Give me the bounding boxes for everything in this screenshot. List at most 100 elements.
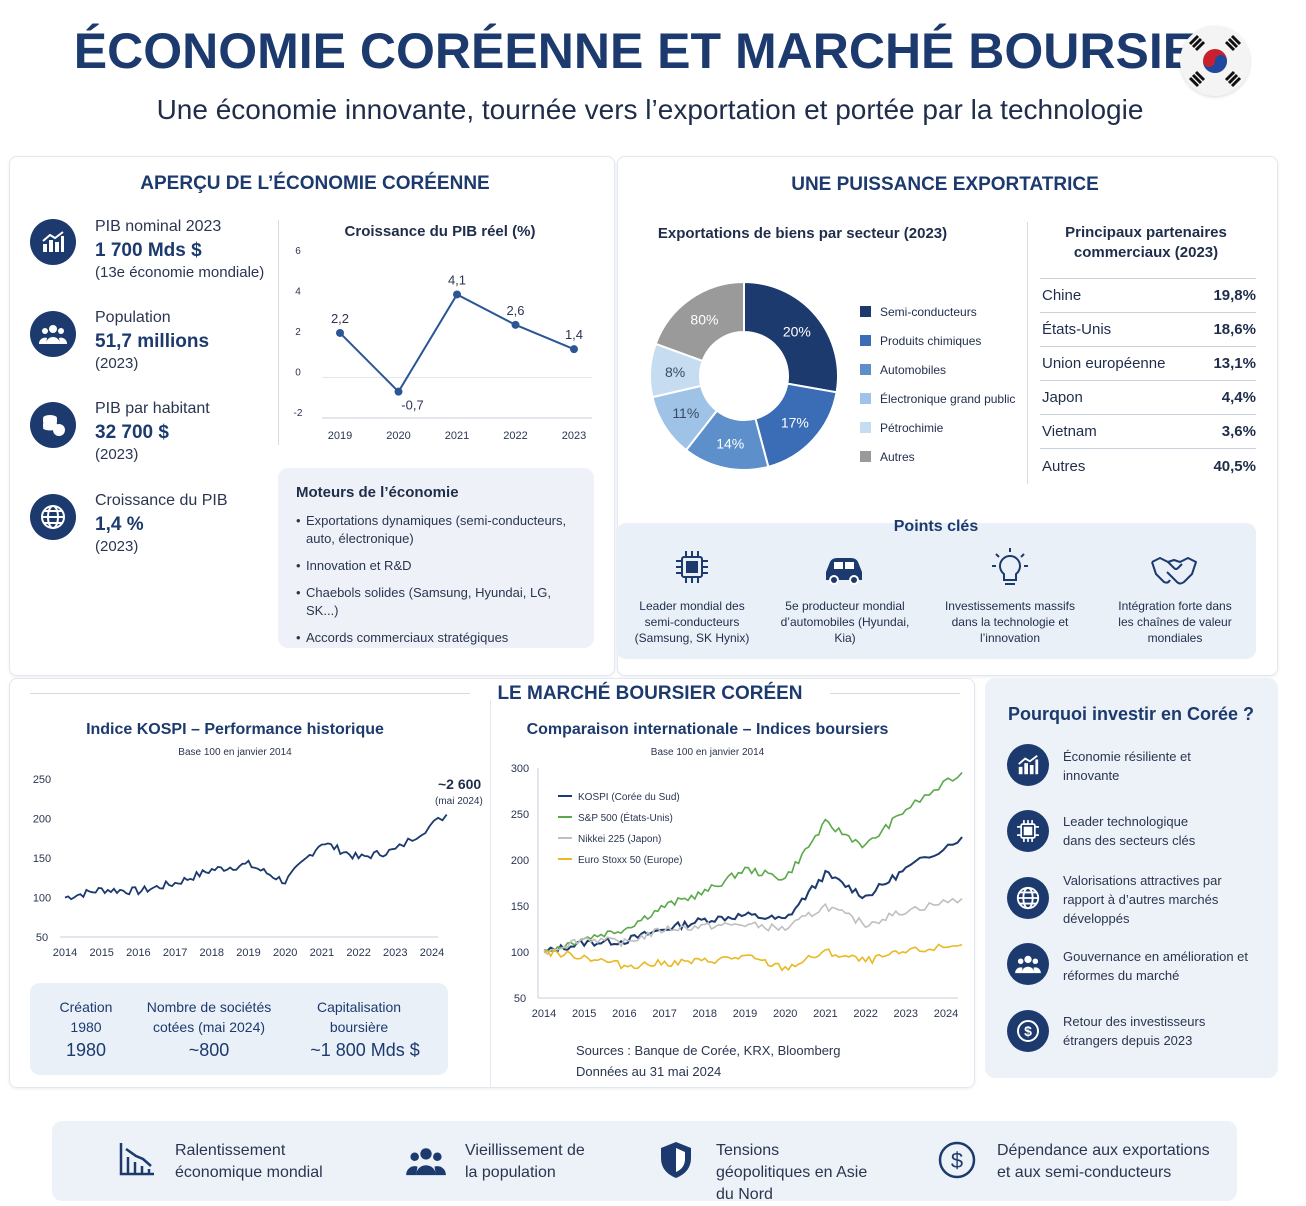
key-point-text: Leader mondial des semi-conducteurs (Sam… — [634, 599, 750, 645]
legend-item: Produits chimiques — [860, 326, 1020, 355]
y-tick-label: -2 — [294, 408, 303, 419]
partner-row: Union européenne 13,1% — [1040, 347, 1256, 381]
gdp-data-label: 1,4 — [565, 327, 583, 342]
legend-swatch — [860, 422, 871, 433]
x-tick-label: 2020 — [273, 947, 297, 959]
partner-name: Autres — [1042, 457, 1086, 475]
legend-swatch — [860, 306, 871, 317]
gdp-point — [336, 328, 344, 337]
date-note: Données au 31 mai 2024 — [576, 1064, 722, 1079]
x-tick-label: 2014 — [532, 1008, 556, 1020]
pie-slice-label: 14% — [716, 436, 744, 452]
x-tick-label: 2018 — [693, 1008, 717, 1020]
comparison-title: Comparaison internationale – Indices bou… — [526, 721, 889, 738]
x-tick-label: 2024 — [934, 1008, 958, 1020]
x-tick-label: 2021 — [445, 430, 469, 442]
why-invest-text: Leader technologique dans des secteurs c… — [1063, 814, 1196, 848]
comparison-series-line — [543, 772, 963, 952]
pie-slice-label: 11% — [672, 405, 699, 421]
partner-value: 19,8% — [1213, 287, 1256, 304]
stat-value-gdp: 1 700 Mds $ — [95, 240, 202, 261]
drivers-item: Innovation et R&D — [296, 557, 586, 575]
y-tick-label: 150 — [33, 853, 51, 865]
stat-value-population: 51,7 millions — [95, 331, 210, 352]
market-rule-right — [800, 693, 960, 694]
why-invest-text: Économie résiliente et innovante — [1063, 749, 1191, 783]
partner-name: Japon — [1042, 389, 1083, 406]
key-point-text: 5e producteur mondial d’automobiles (Hyu… — [780, 599, 910, 645]
gdp-point — [570, 345, 578, 354]
stat-label-gdp-growth: Croissance du PIB — [95, 492, 228, 509]
risk-text: Ralentissement économique mondial — [175, 1142, 323, 1181]
y-tick-label: 2 — [295, 327, 301, 338]
globe-icon — [30, 494, 76, 540]
partners-table: Chine 19,8% États-Unis 18,6% Union europée… — [1040, 278, 1256, 483]
globe-icon — [1007, 877, 1049, 919]
legend-item: Électronique grand public — [860, 384, 1020, 413]
x-tick-label: 2021 — [813, 1008, 837, 1020]
partner-row: États-Unis 18,6% — [1040, 313, 1256, 347]
why-invest-title: Pourquoi investir en Corée ? — [1008, 704, 1255, 724]
x-tick-label: 2024 — [420, 947, 444, 959]
y-tick-label: 100 — [511, 947, 529, 959]
partner-row: Vietnam 3,6% — [1040, 415, 1256, 449]
why-invest-text: Valorisations attractives par rapport à … — [1063, 873, 1222, 926]
partner-row: Autres 40,5% — [1040, 449, 1256, 483]
x-tick-label: 2021 — [310, 947, 334, 959]
stat-label-population: Population — [95, 309, 171, 326]
dollar-circle-icon: $ — [937, 1140, 977, 1185]
why-invest-text: Gouvernance en amélioration et réformes … — [1063, 949, 1249, 983]
kospi-annotation-value: ~2 600 — [438, 776, 482, 792]
y-tick-label: 4 — [295, 287, 301, 298]
partner-row: Chine 19,8% — [1040, 279, 1256, 313]
risks-bar — [52, 1121, 1237, 1201]
pie-slice — [654, 280, 745, 363]
page-title: ÉCONOMIE CORÉENNE ET MARCHÉ BOURSIER — [73, 23, 1233, 79]
key-point-text: Intégration forte dans les chaînes de va… — [1118, 599, 1232, 645]
partner-row: Japon 4,4% — [1040, 381, 1256, 415]
x-tick-label: 2017 — [652, 1008, 676, 1020]
svg-text:$: $ — [951, 1148, 963, 1173]
legend-label: Électronique grand public — [880, 391, 1016, 406]
market-title: LE MARCHÉ BOURSIER CORÉEN — [470, 683, 830, 705]
growth-icon — [1007, 744, 1049, 786]
y-tick-label: 0 — [295, 368, 301, 379]
people-icon — [1007, 943, 1049, 985]
kospi-title: Indice KOSPI – Performance historique — [86, 721, 384, 738]
y-tick-label: 250 — [511, 809, 529, 821]
why-invest-text: Retour des investisseurs étrangers depui… — [1063, 1014, 1206, 1048]
market-divider — [490, 700, 491, 1088]
stat-note-gdp-growth: (2023) — [95, 538, 139, 555]
chip-icon — [1007, 810, 1049, 852]
exports-pie-chart: 20% 17% 14% 11% 8% 80% — [649, 280, 839, 471]
partner-value: 18,6% — [1213, 321, 1256, 338]
x-tick-label: 2022 — [503, 430, 527, 442]
partner-name: États-Unis — [1042, 321, 1112, 338]
gdp-point — [453, 290, 461, 299]
y-tick-label: 300 — [511, 763, 529, 775]
stat-note-population: (2023) — [95, 355, 139, 372]
x-tick-label: 2019 — [236, 947, 260, 959]
y-tick-label: 100 — [33, 893, 51, 905]
pie-slice-label: 80% — [690, 311, 718, 327]
car-icon — [820, 550, 868, 591]
legend-label: KOSPI (Corée du Sud) — [578, 792, 680, 803]
dollar-icon: $ — [1007, 1010, 1049, 1052]
coins-icon — [30, 402, 76, 448]
pie-legend: Semi-conducteurs Produits chimiques Auto… — [860, 297, 1020, 471]
partner-value: 40,5% — [1213, 457, 1256, 475]
legend-swatch — [860, 393, 871, 404]
comparison-chart: 300 250 200 150 100 50 2014 2015 2016 2017 2018 201… — [511, 763, 963, 1020]
korea-flag-icon — [1180, 26, 1250, 96]
people-icon — [406, 1144, 446, 1183]
x-tick-label: 2019 — [733, 1008, 757, 1020]
fact-value: ~800 — [188, 1040, 230, 1060]
legend-label: Pétrochimie — [880, 420, 944, 435]
partner-name: Chine — [1042, 287, 1082, 304]
drivers-title: Moteurs de l’économie — [296, 484, 459, 501]
legend-label: Produits chimiques — [880, 333, 982, 348]
key-points-box — [616, 523, 1256, 659]
x-tick-label: 2023 — [894, 1008, 918, 1020]
y-tick-label: 200 — [33, 814, 51, 826]
market-rule-left — [30, 693, 500, 694]
